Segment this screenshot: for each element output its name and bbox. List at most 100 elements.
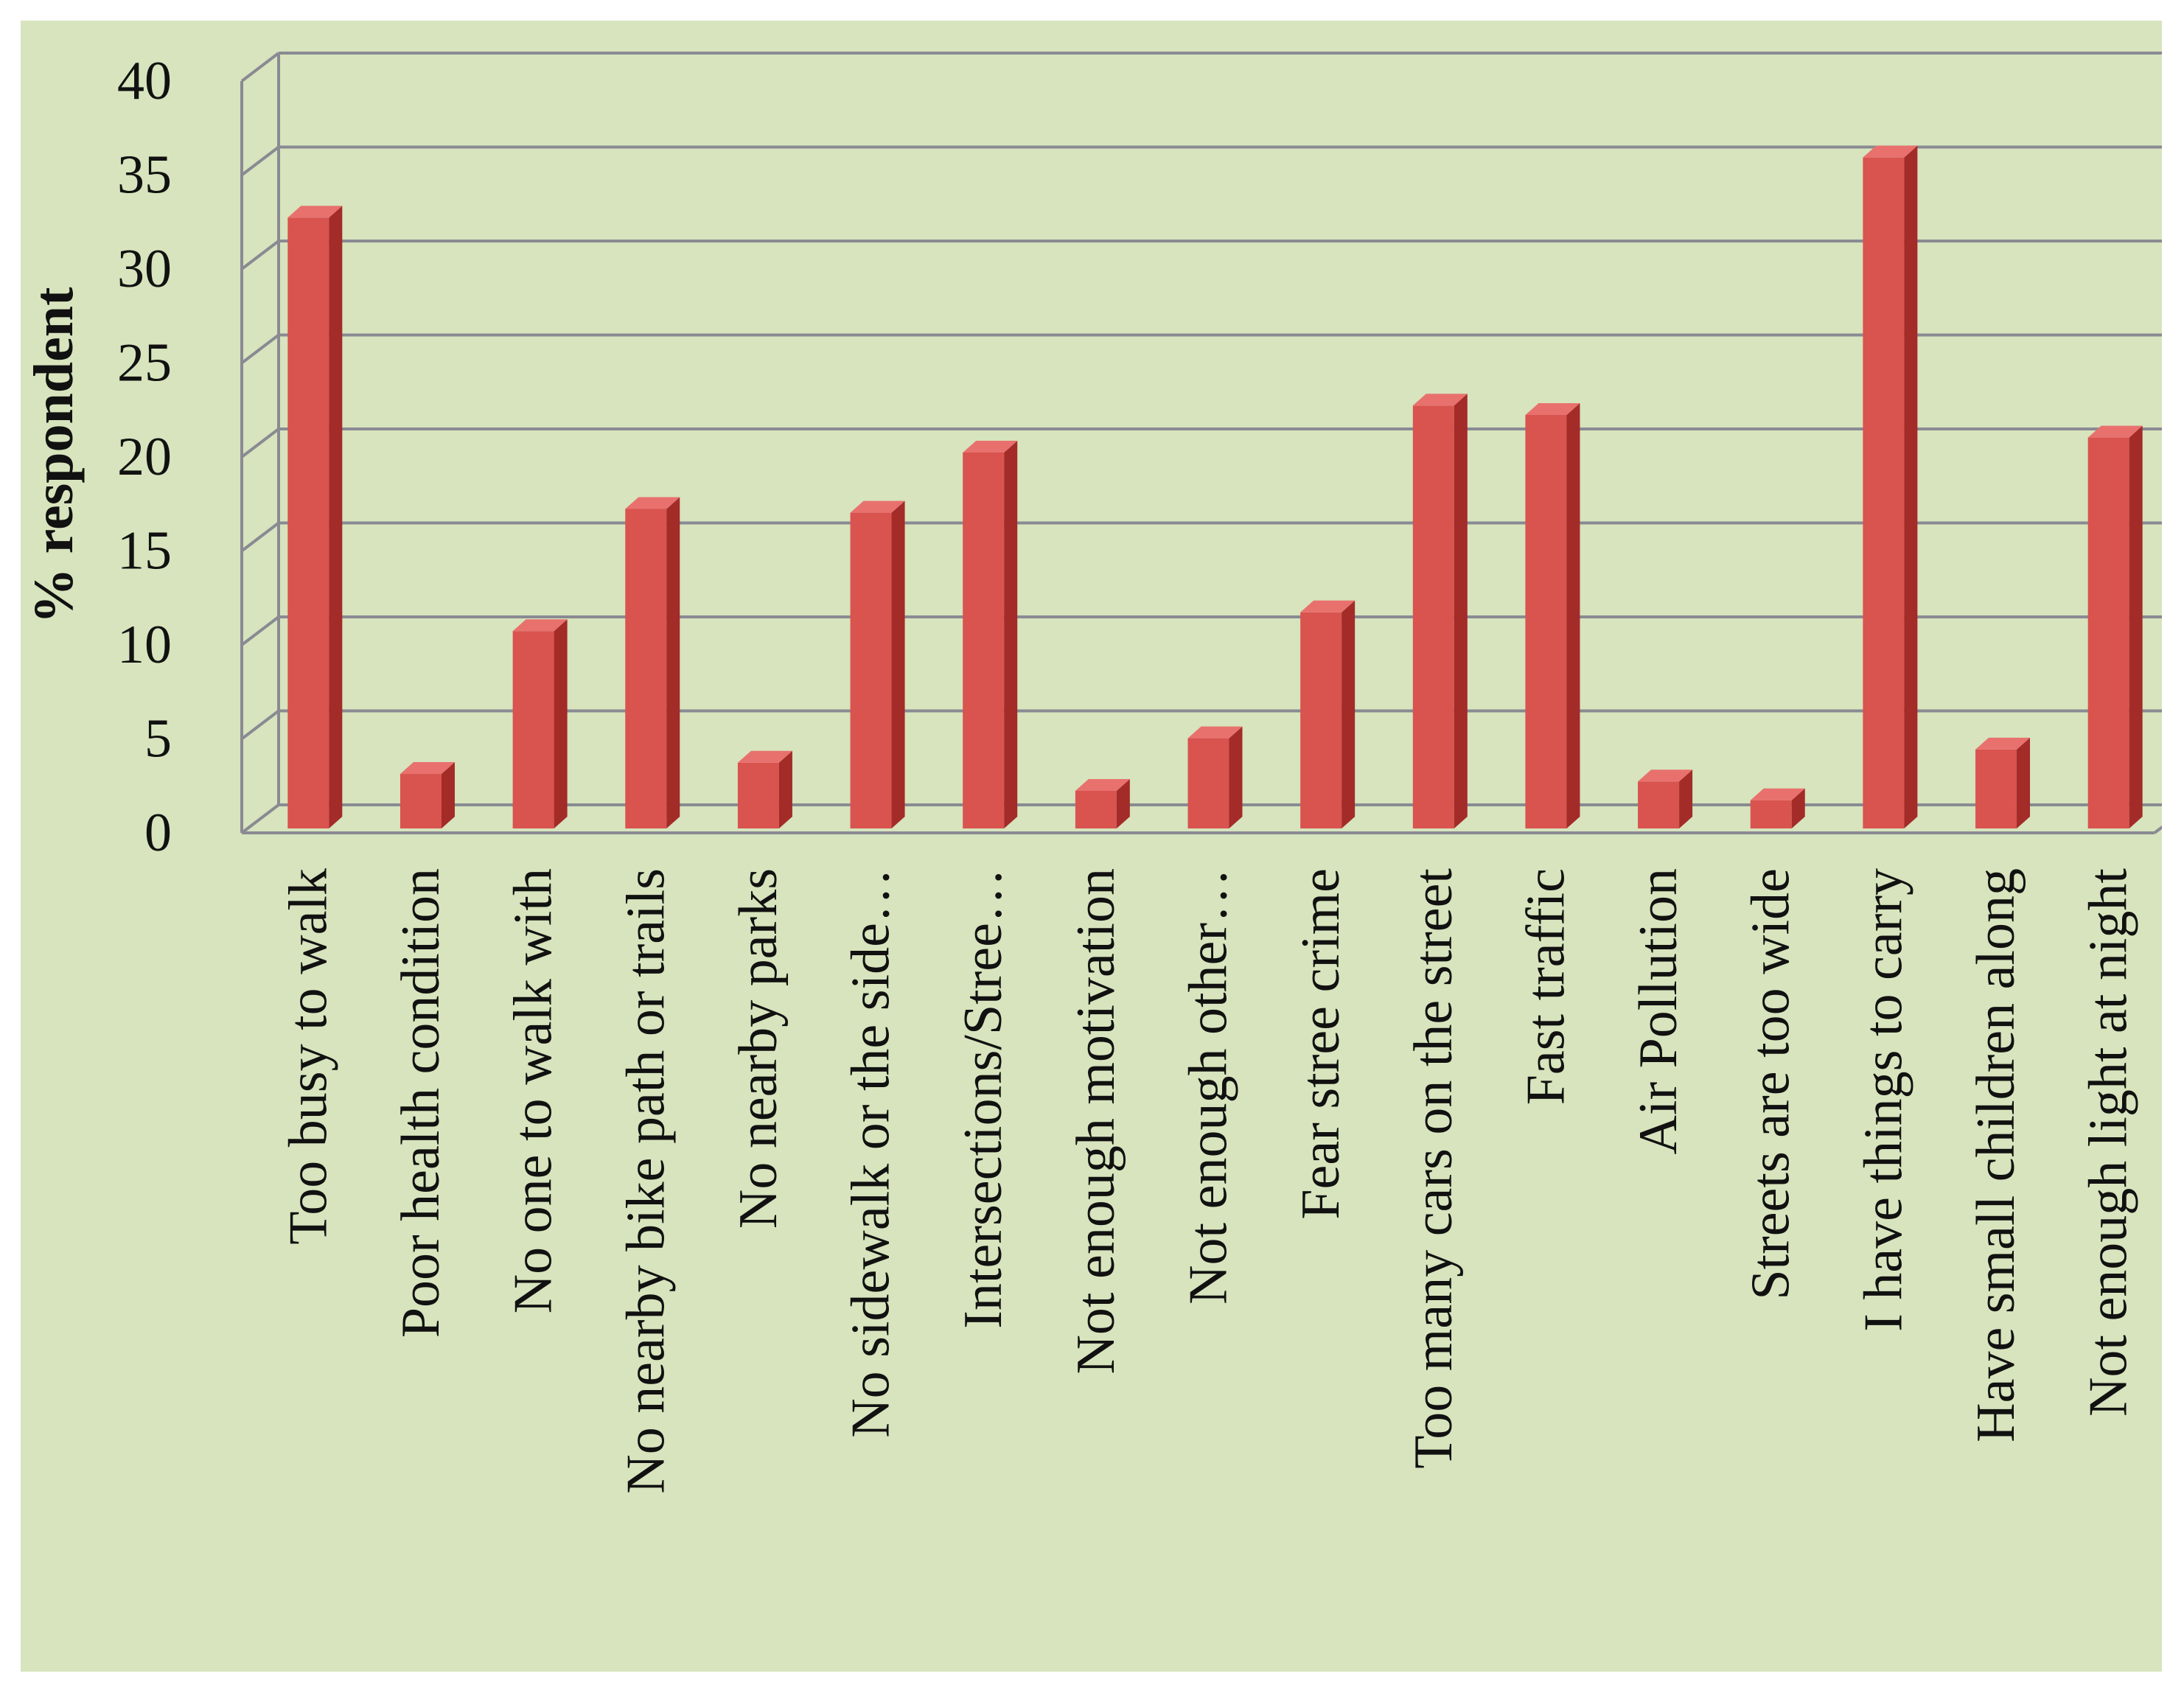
gridline-side [240,615,280,646]
y-axis-title: % respondent [23,287,85,624]
bar-top [1300,600,1356,612]
x-category-label: No nearby bike path or trails [615,868,676,1494]
bar-top [1412,394,1468,406]
y-tick-label: 20 [117,427,172,487]
bar-side [1004,441,1018,828]
bar-side [891,500,905,828]
x-category-label: Fear stree crime [1291,868,1351,1220]
bar-side [554,619,568,828]
bar [1075,779,1130,828]
bar-side [441,762,455,828]
x-category-label: No nearby parks [728,868,789,1229]
bar [1300,600,1356,828]
y-tick-labels: 0 5 10 15 20 25 30 35 40 [117,51,172,863]
y-tick-label: 5 [144,709,172,769]
bar-front [1075,791,1117,828]
bar-top [963,441,1018,453]
bar-side [778,750,792,828]
x-category-label: Not enough other… [1179,868,1239,1305]
x-category-label: I have things to carry [1853,868,1913,1332]
bar-top [850,500,905,513]
bar-side [666,497,680,828]
bar-top [1863,145,1918,158]
bar-side [329,206,343,828]
x-category-label: Not enough motivation [1066,868,1126,1375]
bar [512,619,568,828]
chart-frame: 0 5 10 15 20 25 30 35 40 Too busy to walk Poor he… [21,21,2162,1672]
bar-front [512,631,554,828]
x-category-label: Air Pollution [1628,868,1689,1155]
bar-side [1791,788,1805,828]
bar-front [1187,738,1229,828]
x-category-label: Streets are too wide [1741,868,1801,1300]
bar-side [1342,600,1356,828]
bar-front [625,509,667,828]
y-tick-label: 15 [117,521,172,582]
bar [850,500,905,828]
bar [1638,769,1693,828]
bar [287,206,343,828]
gridline-side [240,333,280,365]
bar [2087,425,2143,828]
bar-top [737,750,792,763]
bar-front [737,762,779,828]
bar-front [850,512,892,828]
x-category-label: Poor health condition [391,868,451,1338]
x-category-labels: Too busy to walk Poor health condition No … [278,868,2138,1494]
x-category-label: Too many cars on the street [1403,868,1464,1469]
gridline-side [240,803,280,834]
bar-front [1525,415,1567,828]
bar-front [1638,781,1680,828]
bar-chart: 0 5 10 15 20 25 30 35 40 Too busy to walk Poor he… [23,51,2162,1494]
gridline-side [240,521,280,553]
bar [1750,788,1805,828]
bar-front [400,774,442,828]
x-category-label: Too busy to walk [278,868,338,1245]
bar [400,762,455,828]
bar [1187,726,1243,828]
y-tick-label: 35 [117,145,172,206]
bar-top [1750,788,1805,800]
bar-top [1525,403,1580,415]
bar-top [1075,779,1130,791]
y-tick-label: 40 [117,51,172,111]
bar-top [512,619,568,632]
bar-front [963,453,1005,828]
x-category-label: Have small children along [1966,868,2026,1442]
bar-top [287,206,343,218]
bar [963,441,1018,828]
x-category-label: No one to walk with [503,868,564,1313]
y-tick-label: 25 [117,333,172,394]
bar [1975,737,2031,828]
bar-front [1300,612,1342,828]
x-category-label: Intersections/Stree… [953,868,1013,1329]
bar-top [2087,425,2143,438]
bars [287,145,2143,828]
gridline-side [240,709,280,741]
bar [1863,145,1918,828]
bar-side [1904,145,1918,828]
bar-top [400,762,455,775]
bar-side [1229,726,1243,828]
bar-side [1116,779,1130,828]
gridline-side [240,240,280,270]
bar-front [1975,749,2017,828]
bar [737,750,792,828]
x-category-label: Not enough light at night [2079,868,2139,1417]
bar-front [1863,157,1905,828]
y-tick-label: 0 [144,803,172,863]
bar-side [2129,425,2143,828]
bar-side [2017,737,2031,828]
bar-side [1679,769,1693,828]
bar-side [1454,394,1468,828]
bar-front [2087,437,2129,828]
bar-top [625,497,680,509]
y-tick-label: 30 [117,239,172,299]
bar-top [1638,769,1693,782]
floor-right-edge [2153,825,2162,834]
y-tick-label: 10 [117,615,172,675]
bar [625,497,680,828]
gridline-side [240,145,280,177]
gridline-side [240,52,280,83]
bar [1525,403,1580,828]
